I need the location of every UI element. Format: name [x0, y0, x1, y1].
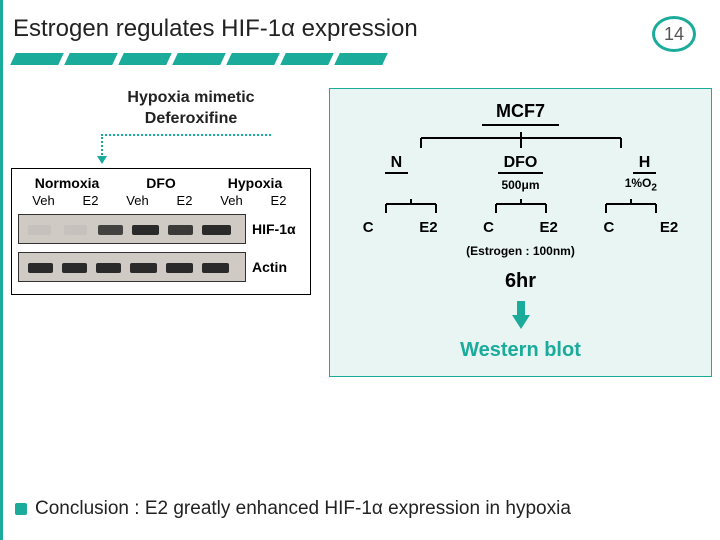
gel-row: HIF-1α [18, 214, 304, 244]
lane-label: E2 [161, 193, 208, 208]
gel-band [166, 263, 193, 273]
bullet-icon [15, 503, 27, 515]
gel-band [202, 225, 231, 235]
tier1-sublabel: 500μm [461, 178, 580, 192]
callout-line2: Deferoxifine [71, 109, 311, 130]
estrogen-note: (Estrogen : 100nm) [466, 244, 575, 258]
tier2-row: C E2 C E2 C E2 [340, 219, 701, 236]
tier2-leaf: E2 [419, 219, 437, 236]
tier1-sublabel [341, 178, 460, 192]
lane-label: E2 [255, 193, 302, 208]
diagram-root: MCF7 [482, 99, 559, 126]
tier1-row: N DFO H [340, 154, 701, 174]
gel-row-label: Actin [252, 259, 304, 275]
tier2-leaf: E2 [540, 219, 558, 236]
gel-lane-strip [18, 252, 246, 282]
down-arrow-icon [512, 301, 530, 329]
lane-label: E2 [67, 193, 114, 208]
tier2-leaf: C [603, 219, 614, 236]
lane-header-row: VehE2VehE2VehE2 [18, 191, 304, 214]
experiment-diagram-panel: MCF7 N DFO H 500μm1%O2 C E2 C E2 C E2 (Estrogen… [329, 88, 712, 377]
gel-row: Actin [18, 252, 304, 282]
tier2-leaf: C [483, 219, 494, 236]
tier1-node: N [385, 154, 409, 174]
gel-band [202, 263, 229, 273]
lane-label: Veh [208, 193, 255, 208]
gel-band [64, 225, 87, 235]
tier1-node: DFO [498, 154, 544, 174]
duration-label: 6hr [505, 270, 536, 293]
gel-band [96, 263, 121, 273]
tier2-leaf: E2 [660, 219, 678, 236]
condition-label: DFO [114, 175, 208, 191]
page-number-badge: 14 [652, 16, 696, 52]
condition-label: Normoxia [20, 175, 114, 191]
western-blot-label: Western blot [460, 339, 581, 362]
gel-band [132, 225, 159, 235]
callout-label: Hypoxia mimetic Deferoxifine [71, 88, 311, 130]
callout-line1: Hypoxia mimetic [71, 88, 311, 109]
tier1-sub-row: 500μm1%O2 [340, 176, 701, 193]
condition-header-row: NormoxiaDFOHypoxia [18, 175, 304, 191]
gel-row-label: HIF-1α [252, 221, 304, 237]
page-title: Estrogen regulates HIF-1α expression [13, 15, 418, 43]
gel-band [62, 263, 87, 273]
tier2-leaf: C [363, 219, 374, 236]
lane-label: Veh [20, 193, 67, 208]
title-underline-dashes [13, 52, 720, 70]
condition-label: Hypoxia [208, 175, 302, 191]
gel-lane-strip [18, 214, 246, 244]
tier1-sublabel: 1%O2 [581, 176, 700, 193]
gel-band [130, 263, 157, 273]
conclusion-row: Conclusion : E2 greatly enhanced HIF-1α … [15, 498, 708, 520]
gel-band [28, 225, 51, 235]
tree-connector-1 [371, 132, 671, 148]
gel-band [28, 263, 53, 273]
lane-label: Veh [114, 193, 161, 208]
callout-arrow [101, 134, 311, 164]
conclusion-text: Conclusion : E2 greatly enhanced HIF-1α … [35, 498, 571, 520]
tree-connector-2 [356, 199, 686, 213]
gel-band [168, 225, 193, 235]
tier1-node: H [633, 154, 657, 174]
western-blot-image: NormoxiaDFOHypoxia VehE2VehE2VehE2 HIF-1… [11, 168, 311, 295]
gel-band [98, 225, 123, 235]
